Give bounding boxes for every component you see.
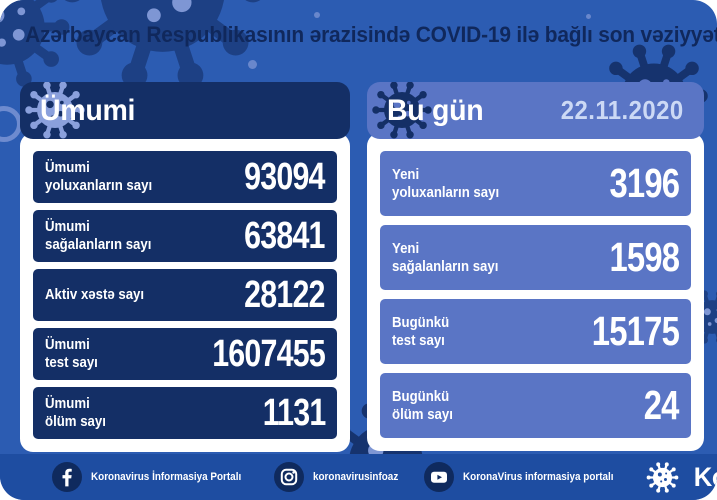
stat-row-total-recovered: Ümumi sağalanların sayı 63841 — [33, 210, 337, 262]
stat-label: Ümumi test sayı — [45, 336, 98, 371]
facebook-icon — [52, 462, 82, 492]
stat-value: 1131 — [262, 391, 326, 434]
social-youtube[interactable]: KoronaVirus informasiya portalı — [423, 462, 630, 492]
stat-label: Aktiv xəstə sayı — [45, 286, 145, 304]
panel-umumi-card: Ümumi yoluxanların sayı 93094 Ümumi sağala… — [20, 133, 350, 452]
stat-value: 1607455 — [212, 332, 326, 375]
stat-row-total-deaths: Ümumi ölüm sayı 1131 — [33, 387, 337, 439]
panel-bugun: Bu gün 22.11.2020 Yeni yoluxanların sayı … — [367, 82, 704, 452]
stat-value: 15175 — [591, 308, 680, 354]
panel-umumi-title: Ümumi — [40, 93, 136, 127]
stat-label: Yeni sağalanların sayı — [392, 239, 499, 275]
ring-decoration — [0, 106, 22, 142]
stat-value: 28122 — [244, 273, 325, 316]
stat-label: Ümumi sağalanların sayı — [45, 218, 152, 253]
stat-row-new-infected: Yeni yoluxanların sayı 3196 — [380, 151, 691, 216]
report-date: 22.11.2020 — [560, 95, 684, 125]
social-facebook[interactable]: Koronavirus İnformasiya Portalı — [52, 462, 258, 492]
panel-umumi: Ümumi Ümumi yoluxanların sayı 93094 Ümumi… — [20, 82, 350, 452]
panel-bugun-header: Bu gün 22.11.2020 — [367, 82, 704, 139]
stat-label: Ümumi ölüm sayı — [45, 395, 106, 430]
stat-value: 1598 — [609, 234, 680, 280]
social-facebook-label: Koronavirus İnformasiya Portalı — [91, 471, 242, 483]
stat-label: Ümumi yoluxanların sayı — [45, 159, 153, 194]
dot-decoration — [586, 14, 591, 19]
panel-bugun-title: Bu gün — [387, 93, 484, 127]
koronavirus-info-logo: KoronaVirus info — [646, 461, 717, 494]
stat-row-today-deaths: Bugünkü ölüm sayı 24 — [380, 373, 691, 438]
stat-label: Bugünkü test sayı — [392, 313, 450, 349]
panel-umumi-header: Ümumi — [20, 82, 350, 139]
stat-row-today-tests: Bugünkü test sayı 15175 — [380, 299, 691, 364]
stat-value: 63841 — [244, 214, 325, 257]
footer-bar: Koronavirus İnformasiya Portalı koronavi… — [0, 454, 717, 500]
stat-value: 93094 — [244, 155, 325, 198]
youtube-icon — [423, 462, 454, 492]
social-youtube-label: KoronaVirus informasiya portalı — [462, 471, 614, 483]
virus-icon — [646, 461, 679, 494]
stat-label: Yeni yoluxanların sayı — [392, 165, 500, 201]
stat-row-new-recovered: Yeni sağalanların sayı 1598 — [380, 225, 691, 290]
instagram-icon — [273, 462, 304, 492]
logo-text: KoronaVirus — [693, 461, 717, 492]
dot-decoration — [248, 60, 257, 69]
stat-row-total-infected: Ümumi yoluxanların sayı 93094 — [33, 151, 337, 203]
stats-panels: Ümumi Ümumi yoluxanların sayı 93094 Ümumi… — [20, 82, 704, 452]
stat-label: Bugünkü ölüm sayı — [392, 387, 453, 423]
social-instagram[interactable]: koronavirusinfoaz — [273, 462, 408, 492]
stat-row-active-cases: Aktiv xəstə sayı 28122 — [33, 269, 337, 321]
panel-bugun-card: Yeni yoluxanların sayı 3196 Yeni sağalanla… — [367, 133, 704, 451]
social-instagram-label: koronavirusinfoaz — [312, 471, 399, 483]
dot-decoration — [314, 12, 320, 18]
stat-value: 24 — [644, 382, 680, 428]
stat-value: 3196 — [609, 160, 680, 206]
stat-row-total-tests: Ümumi test sayı 1607455 — [33, 328, 337, 380]
page-title: Azərbaycan Respublikasının ərazisində CO… — [25, 22, 717, 47]
